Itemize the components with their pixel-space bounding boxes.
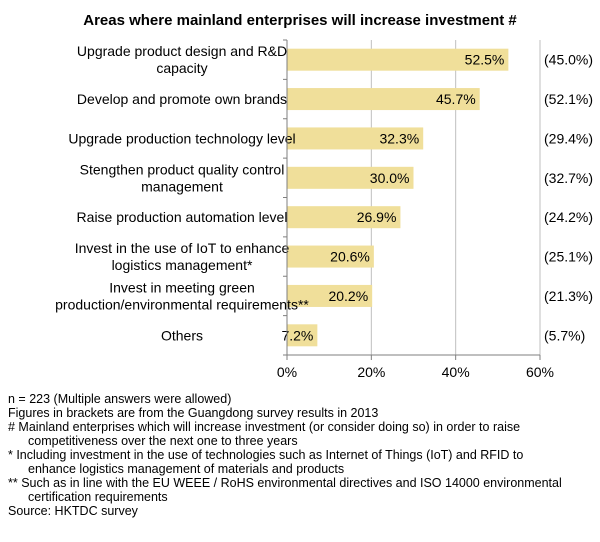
- x-tick-label: 20%: [357, 364, 385, 380]
- bracket-label: (32.7%): [544, 170, 593, 186]
- category-label-line: Upgrade product design and R&D: [77, 43, 287, 59]
- data-label: 45.7%: [436, 91, 476, 107]
- category-label: Others: [161, 327, 203, 343]
- bar: [287, 127, 424, 150]
- bracket-label: (24.2%): [544, 209, 593, 225]
- data-label: 26.9%: [357, 209, 397, 225]
- grid-layer: [370, 40, 541, 355]
- category-label: Upgrade production technology level: [68, 130, 295, 146]
- category-label-line: management: [141, 178, 223, 194]
- bracket-label: (45.0%): [544, 52, 593, 68]
- category-label-line: capacity: [156, 60, 207, 76]
- footnote-line: enhance logistics management of material…: [28, 462, 345, 476]
- category-label-line: Stengthen product quality control: [80, 161, 285, 177]
- bar: [287, 284, 373, 307]
- data-label: 30.0%: [370, 170, 410, 186]
- footnote-line: Source: HKTDC survey: [8, 504, 138, 518]
- category-label-line: Raise production automation level: [77, 209, 288, 225]
- category-label-line: logistics management*: [112, 257, 253, 273]
- footnote-line: Figures in brackets are from the Guangdo…: [8, 406, 379, 420]
- label-layer: 52.5% (45.0%) Upgrade product design and R…: [55, 43, 593, 343]
- bracket-label: (21.3%): [544, 288, 593, 304]
- x-tick-label: 60%: [526, 364, 554, 380]
- x-tick-label: 0%: [277, 364, 297, 380]
- category-label: Develop and promote own brands: [77, 91, 287, 107]
- footnotes: n = 223 (Multiple answers were allowed) F…: [8, 392, 594, 518]
- axis-layer: 0% 20% 40% 60%: [277, 39, 554, 380]
- bracket-label: (29.4%): [544, 130, 593, 146]
- data-label: 20.2%: [328, 288, 368, 304]
- bracket-label: (25.1%): [544, 249, 593, 265]
- category-label-line: production/environmental requirements**: [55, 296, 309, 312]
- bar: [287, 245, 374, 268]
- bracket-label: (5.7%): [544, 327, 585, 343]
- bar-layer: [287, 48, 509, 347]
- footnote-line: competitiveness over the next one to thr…: [28, 434, 298, 448]
- footnote-line: certification requirements: [28, 490, 168, 504]
- data-label: 7.2%: [281, 327, 313, 343]
- category-label-line: Invest in the use of IoT to enhance: [75, 240, 290, 256]
- category-label: Stengthen product quality control managem…: [80, 161, 285, 194]
- footnote-line: n = 223 (Multiple answers were allowed): [8, 392, 232, 406]
- category-label-line: Develop and promote own brands: [77, 91, 287, 107]
- data-label: 20.6%: [330, 249, 370, 265]
- category-label: Invest in meeting green production/enviro…: [55, 279, 309, 312]
- category-label-line: Invest in meeting green: [109, 279, 255, 295]
- category-label-line: Upgrade production technology level: [68, 130, 295, 146]
- bar: [287, 48, 509, 71]
- footnote-line: ** Such as in line with the EU WEEE / Ro…: [8, 476, 562, 490]
- footnote-line: * Including investment in the use of tec…: [8, 448, 524, 462]
- bracket-label: (52.1%): [544, 91, 593, 107]
- bar: [287, 206, 401, 229]
- bar-chart: Areas where mainland enterprises will in…: [55, 12, 593, 380]
- data-label: 52.5%: [465, 52, 505, 68]
- bar: [287, 166, 414, 189]
- bar: [287, 88, 480, 111]
- bar: [287, 324, 318, 347]
- category-label-line: Others: [161, 327, 203, 343]
- data-label: 32.3%: [379, 130, 419, 146]
- category-label: Raise production automation level: [77, 209, 288, 225]
- x-tick-label: 40%: [442, 364, 470, 380]
- category-label: Upgrade product design and R&D capacity: [77, 43, 287, 76]
- category-label: Invest in the use of IoT to enhance logis…: [75, 240, 290, 273]
- chart-title: Areas where mainland enterprises will in…: [83, 12, 517, 29]
- footnote-line: # Mainland enterprises which will increa…: [8, 420, 521, 434]
